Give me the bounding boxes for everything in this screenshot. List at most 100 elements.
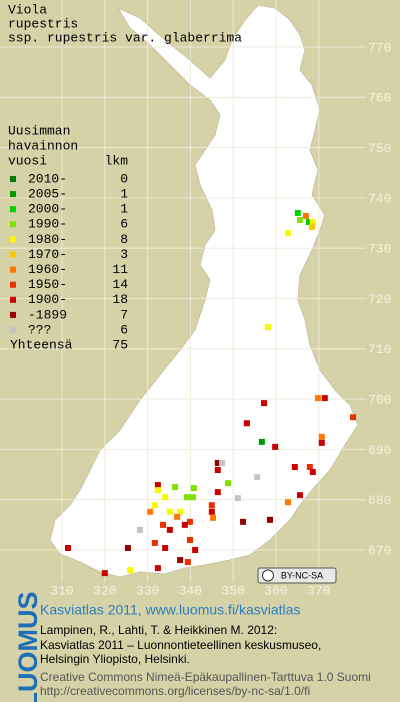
license-text: Creative Commons Nimeä-Epäkaupallinen-Ta…	[40, 670, 371, 684]
occurrence	[154, 482, 161, 489]
occurrence	[171, 484, 178, 491]
legend-swatch	[10, 281, 16, 288]
occurrence	[210, 514, 217, 521]
occurrence	[166, 508, 173, 515]
y-tick-label: 730	[368, 242, 391, 257]
occurrence	[192, 547, 199, 553]
occurrence	[181, 521, 188, 528]
legend-count: 18	[112, 292, 128, 307]
y-tick-label: 750	[368, 141, 391, 156]
legend-label: -1899	[28, 307, 67, 322]
occurrence	[208, 508, 215, 515]
legend-count: 7	[120, 307, 128, 322]
x-tick-label: 360	[264, 583, 287, 598]
occurrence	[183, 494, 190, 501]
occurrence	[267, 516, 274, 523]
occurrence	[186, 518, 193, 525]
y-tick-label: 680	[368, 493, 391, 508]
license-badge: BY-NC-SA	[257, 567, 337, 584]
legend-swatch	[10, 327, 16, 333]
occurrence	[214, 459, 221, 466]
citation: Kasviatlas 2011 – Luonnontieteellinen ke…	[40, 638, 321, 652]
footer-link: Kasviatlas 2011, www.luomus.fi/kasviatla…	[40, 602, 300, 618]
y-tick-label: 670	[368, 543, 391, 558]
occurrence	[124, 544, 131, 551]
occurrence	[136, 526, 143, 533]
y-tick-label: 770	[368, 40, 391, 55]
occurrence	[189, 494, 196, 501]
occurrence	[166, 526, 173, 533]
x-tick-label: 340	[179, 583, 202, 598]
legend-header: Uusimman	[8, 123, 70, 138]
occurrence	[214, 489, 221, 496]
legend-count: 0	[120, 171, 128, 186]
legend-label: 1980-	[28, 232, 67, 247]
legend-swatch	[10, 311, 16, 318]
occurrence	[284, 499, 291, 506]
grid-overlay: 310 320 330 340 350 360 3706706806907007107207…	[0, 0, 391, 598]
occurrence	[350, 414, 357, 421]
occurrence	[154, 487, 161, 494]
legend-count: 6	[120, 322, 128, 337]
occurrence	[309, 219, 316, 226]
occurrence	[64, 544, 71, 551]
logo: LUOMUS	[13, 592, 43, 702]
occurrence	[147, 508, 154, 515]
occurrence	[184, 559, 191, 566]
x-tick-label: 320	[93, 583, 116, 598]
legend-header: lkm	[105, 153, 129, 168]
occurrence	[151, 539, 158, 546]
legend-count: 1	[120, 187, 128, 202]
points	[64, 209, 357, 577]
occurrence	[160, 521, 167, 528]
occurrence	[234, 495, 241, 502]
occurrence	[258, 438, 265, 445]
occurrence	[261, 400, 268, 407]
y-tick-label: 690	[368, 443, 391, 458]
occurrence	[254, 474, 261, 481]
occurrence	[162, 544, 169, 551]
cc-icon	[262, 569, 274, 582]
occurrence	[186, 536, 193, 543]
title: Viola	[8, 2, 47, 17]
y-tick-label: 760	[368, 91, 391, 106]
legend-swatch	[10, 191, 16, 198]
legend-label: 1900-	[28, 292, 67, 307]
legend-label: ???	[28, 322, 51, 337]
legend-count: 11	[112, 262, 128, 277]
legend-count: 6	[120, 217, 128, 232]
legend-label: 1960-	[28, 262, 67, 277]
occurrence	[264, 324, 271, 331]
badge-text: BY-NC-SA	[281, 570, 323, 580]
occurrence	[127, 567, 134, 574]
legend-swatch	[10, 236, 16, 243]
occurrence	[225, 480, 232, 487]
occurrence	[219, 459, 226, 466]
legend-count: 14	[112, 277, 128, 292]
legend-label: 2000-	[28, 202, 67, 217]
legend-header: havainnon	[8, 138, 78, 153]
occurrence	[302, 213, 309, 220]
occurrence	[318, 439, 325, 446]
legend-swatch	[10, 251, 16, 258]
occurrence	[305, 219, 312, 226]
x-tick-label: 350	[221, 583, 244, 598]
legend-label: 2005-	[28, 187, 67, 202]
legend-label: 1950-	[28, 277, 67, 292]
occurrence	[214, 467, 221, 474]
y-tick-label: 710	[368, 342, 391, 357]
legend-swatch	[10, 176, 16, 182]
legend-swatch	[10, 221, 16, 228]
legend-header: vuosi	[8, 153, 47, 168]
legend-count: 1	[120, 202, 128, 217]
license-url: http://creativecommons.org/licenses/by-n…	[40, 684, 310, 698]
occurrence	[101, 570, 108, 577]
legend-swatch	[10, 206, 16, 213]
occurrence	[272, 443, 279, 450]
occurrence	[291, 464, 298, 471]
legend-count: 3	[120, 247, 128, 262]
x-tick-label: 370	[307, 583, 330, 598]
occurrence	[321, 395, 328, 402]
badge-box	[257, 567, 337, 584]
